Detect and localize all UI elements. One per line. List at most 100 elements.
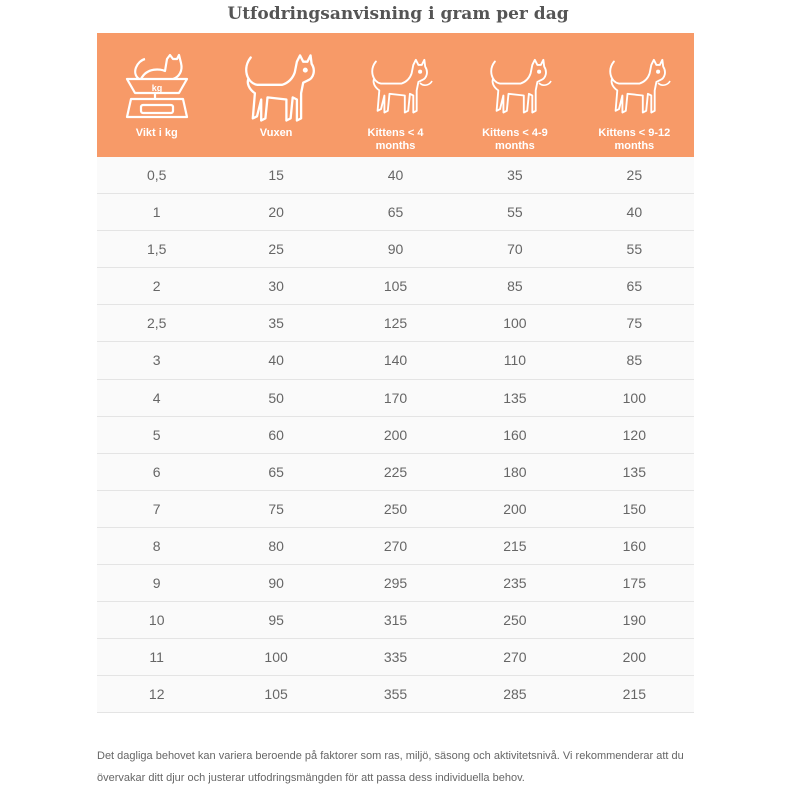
table-row: 8 80 270 215 160 [97,528,694,566]
scale-kg-label: kg [151,83,162,93]
table-cell: 105 [264,686,288,703]
table-row: 11 100 335 270 200 [97,639,694,677]
page-title: Utfodringsanvisning i gram per dag [227,4,569,24]
table-cell: 75 [268,500,284,517]
column-label: Vuxen [259,127,293,139]
table-cell: 4 [152,389,161,406]
table-cell: 8 [152,537,161,554]
table-cell: 140 [383,352,408,369]
table-body: 0,5 15 40 35 25 1 20 65 55 40 1,5 25 90 70 55 2 30 105 85 6… [97,157,694,714]
table-cell: 55 [626,241,643,258]
table-row: 0,5 15 40 35 25 [97,157,694,195]
table-cell: 125 [383,315,408,332]
table-cell: 80 [268,537,284,554]
table-row: 5 60 200 160 120 [97,417,694,454]
table-cell: 215 [622,686,646,703]
table-cell: 30 [268,278,284,295]
table-row: 7 75 250 200 150 [97,491,694,528]
table-cell: 25 [268,241,284,258]
table-cell: 85 [626,352,643,369]
kitten-icon [475,33,555,127]
table-row: 2 30 105 85 65 [97,268,694,306]
table-cell: 60 [268,426,284,443]
table-cell: 2,5 [146,315,167,332]
table-row: 10 95 315 250 190 [97,602,694,640]
column-header: kg Vikt i kg [97,33,216,157]
table-cell: 55 [507,204,523,221]
table-cell: 65 [626,278,643,295]
column-header: Kittens < 9-12 months [575,33,694,157]
table-cell: 160 [622,537,646,554]
table-cell: 6 [152,463,161,480]
adult-cat-icon [236,33,316,127]
table-cell: 5 [152,426,161,443]
table-cell: 3 [152,352,161,369]
table-cell: 75 [626,315,643,332]
table-cell: 15 [268,167,284,183]
table-cell: 295 [383,575,408,592]
table-cell: 50 [268,389,284,406]
table-cell: 90 [268,575,284,592]
table-cell: 70 [507,241,523,258]
column-header: Kittens < 4 months [336,33,455,157]
table-cell: 175 [622,575,646,592]
table-cell: 135 [503,389,527,406]
table-cell: 170 [383,389,408,406]
table-row: 3 40 140 110 85 [97,342,694,380]
table-cell: 65 [387,204,404,221]
table-cell: 200 [503,500,527,517]
table-cell: 235 [503,575,527,592]
table-cell: 225 [383,463,408,480]
scale-cat-icon: kg [117,33,197,127]
table-cell: 160 [503,426,527,443]
table-cell: 40 [268,352,284,369]
table-cell: 315 [383,612,408,629]
table-cell: 11 [149,649,164,666]
table-cell: 35 [268,315,284,332]
column-label: Kittens < 4 months [367,127,424,152]
table-cell: 90 [387,241,404,258]
table-cell: 40 [387,167,404,183]
table-cell: 180 [503,463,527,480]
table-cell: 95 [268,612,284,629]
column-header: Kittens < 4-9 months [455,33,574,157]
table-header: kg Vikt i kg Vuxen Kittens < 4 months Kit… [97,33,694,157]
table-cell: 250 [503,612,527,629]
table-cell: 150 [622,500,646,517]
column-label: Vikt i kg [135,127,178,139]
table-cell: 65 [268,463,284,480]
table-cell: 270 [503,649,527,666]
table-cell: 200 [383,426,408,443]
table-row: 6 65 225 180 135 [97,454,694,491]
table-cell: 215 [503,537,527,554]
table-cell: 25 [626,167,643,183]
table-row: 4 50 170 135 100 [97,380,694,417]
table-cell: 135 [622,463,646,480]
column-label: Kittens < 4-9 months [482,127,548,152]
table-cell: 100 [622,389,646,406]
table-cell: 40 [626,204,643,221]
table-cell: 85 [507,278,523,295]
table-cell: 250 [383,500,408,517]
table-cell: 100 [264,649,288,666]
table-cell: 285 [503,686,527,703]
table-cell: 335 [383,649,408,666]
table-cell: 20 [268,204,284,221]
table-cell: 0,5 [146,167,167,183]
column-header: Vuxen [216,33,335,157]
table-row: 2,5 35 125 100 75 [97,305,694,343]
table-row: 1,5 25 90 70 55 [97,231,694,269]
table-cell: 120 [622,426,646,443]
table-cell: 110 [503,352,527,369]
table-cell: 2 [152,278,161,295]
table-cell: 200 [622,649,646,666]
table-row: 12 105 355 285 215 [97,676,694,714]
table-cell: 270 [383,537,408,554]
table-cell: 1,5 [146,241,167,258]
table-cell: 1 [152,204,161,221]
footnote: Det dagliga behovet kan variera beroende… [97,750,684,784]
feeding-table: kg Vikt i kg Vuxen Kittens < 4 months Kit… [97,33,694,714]
table-cell: 105 [383,278,408,295]
table-cell: 12 [148,686,165,703]
table-cell: 100 [503,315,527,332]
